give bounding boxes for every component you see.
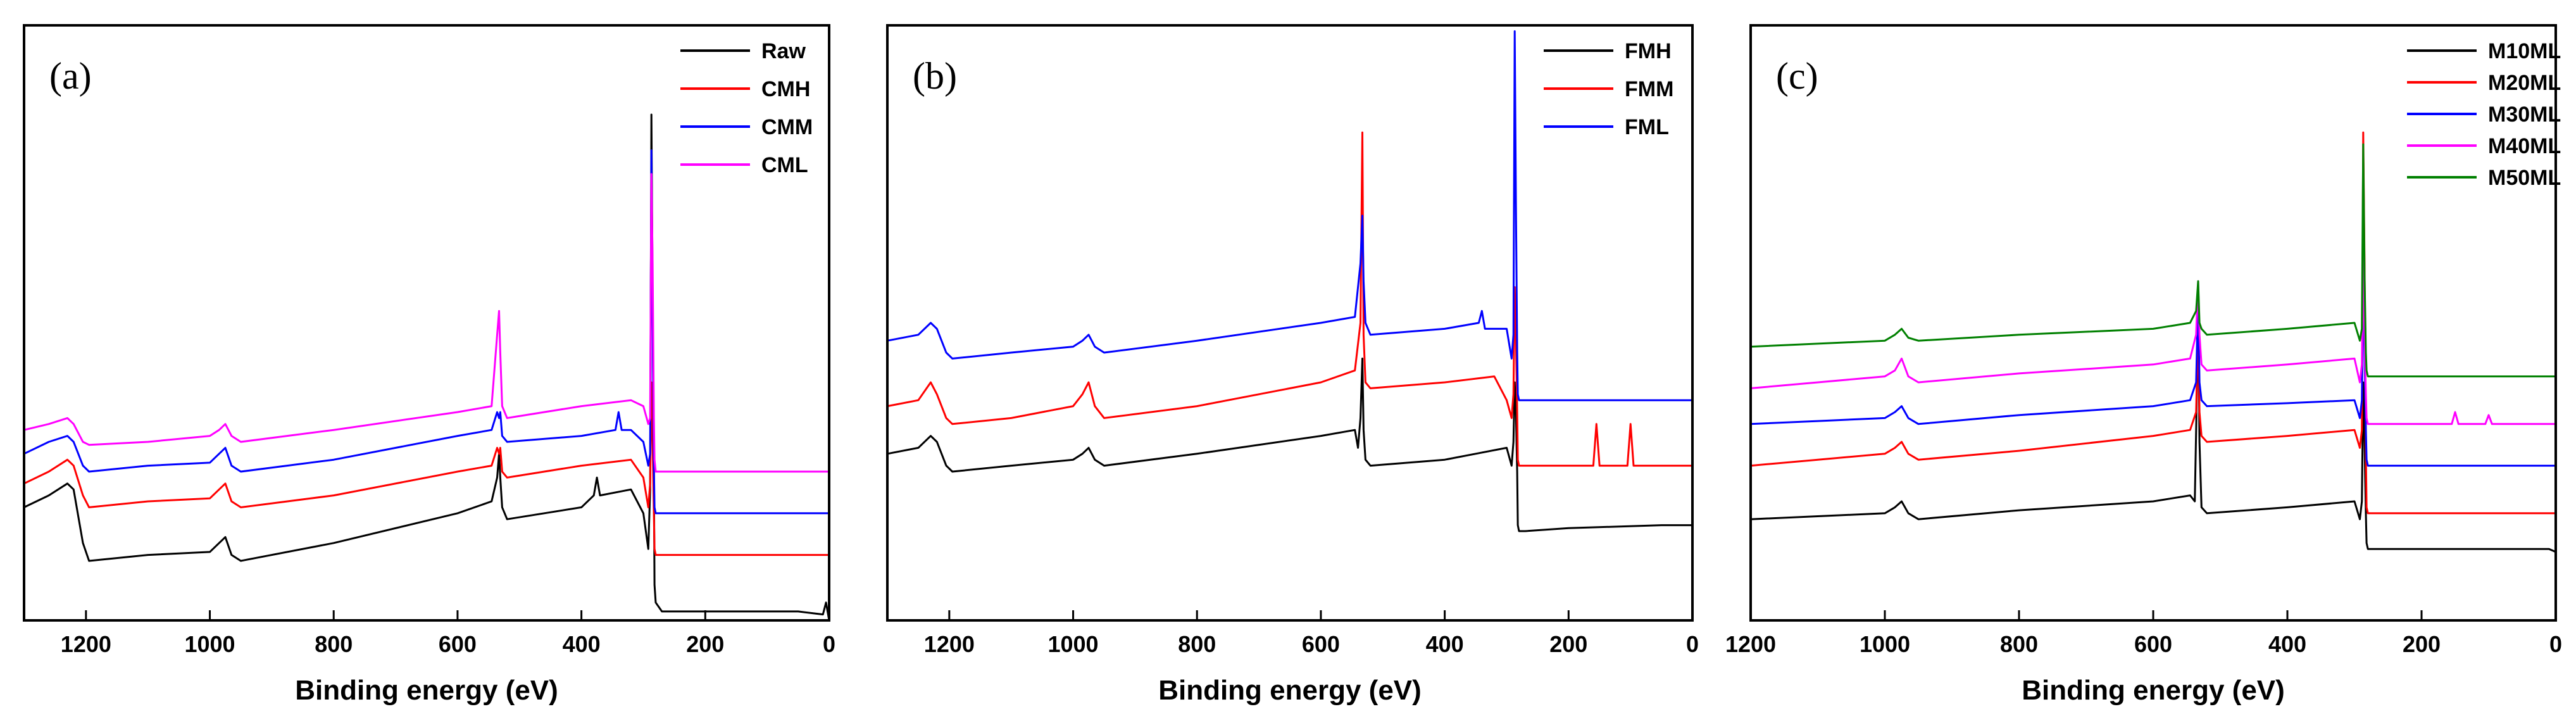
series-line-raw: [23, 113, 830, 621]
x-tick-label: 400: [1426, 631, 1464, 657]
x-axis-label: Binding energy (eV): [1158, 675, 1422, 706]
x-tick-label: 1200: [1725, 631, 1776, 657]
legend-label-fmm: FMM: [1625, 77, 1673, 101]
panel-letter: (a): [49, 55, 92, 97]
x-tick-label: 1200: [924, 631, 975, 657]
legend-label-m40ml: M40ML: [2488, 134, 2561, 158]
x-tick-label: 200: [2403, 631, 2441, 657]
x-axis-label: Binding energy (eV): [295, 675, 558, 706]
legend-label-fml: FML: [1625, 115, 1669, 139]
plot-frame: [23, 24, 830, 622]
x-tick-label: 1000: [1047, 631, 1098, 657]
chart-panel-3: 1200 1000 800 600 400 200 0 Binding energy (eV)…: [1725, 24, 2562, 706]
series-line-m30ml: [1750, 274, 2556, 467]
legend-label-m30ml: M30ML: [2488, 103, 2561, 127]
legend-label-cml: CML: [761, 153, 808, 177]
x-tick-label: 1200: [61, 631, 111, 657]
x-tick-label: 800: [1178, 631, 1216, 657]
x-tick-label: 600: [2134, 631, 2172, 657]
series-group: [23, 113, 830, 621]
series-line-m40ml: [1750, 250, 2556, 425]
panel-letter: (b): [913, 55, 957, 97]
legend: Raw CMH CMM CML: [680, 39, 813, 177]
x-tick-label: 800: [2000, 631, 2038, 657]
series-line-cmm: [23, 149, 829, 515]
x-tick-label: 0: [823, 631, 835, 657]
chart-panel-1: 1200 1000 800 600 400 200 0 Binding energy (eV)…: [23, 24, 835, 706]
chart-panel-2: 1200 1000 800 600 400 200 0 Binding energy (eV)…: [886, 24, 1699, 706]
legend-label-raw: Raw: [761, 39, 806, 63]
x-tick-label: 200: [686, 631, 724, 657]
x-tick-label: 200: [1549, 631, 1587, 657]
x-tick-label: 600: [1302, 631, 1340, 657]
legend-label-m10ml: M10ML: [2488, 39, 2561, 63]
series-line-cmh: [23, 381, 829, 556]
series-line-m50ml: [1750, 143, 2556, 378]
legend-label-cmm: CMM: [761, 115, 813, 139]
panel-letter: (c): [1776, 55, 1818, 97]
legend-label-m50ml: M50ML: [2488, 166, 2561, 190]
legend-label-m20ml: M20ML: [2488, 71, 2561, 95]
plot-frame: [886, 24, 1694, 622]
legend-label-fmh: FMH: [1625, 39, 1672, 63]
series-line-fml: [887, 30, 1692, 401]
x-tick-label: 1000: [1860, 631, 1910, 657]
legend-label-cmh: CMH: [761, 77, 810, 101]
series-line-cml: [23, 173, 829, 473]
series-line-fmh: [887, 357, 1692, 532]
x-tick-label: 400: [563, 631, 601, 657]
series-line-fmm: [887, 131, 1692, 467]
legend: FMH FMM FML: [1544, 39, 1673, 139]
legend: M10ML M20ML M30ML M40ML M50ML: [2407, 39, 2561, 190]
series-group: [887, 30, 1692, 532]
x-axis-label: Binding energy (eV): [2022, 675, 2285, 706]
x-tick-label: 600: [439, 631, 477, 657]
x-tick-label: 0: [1686, 631, 1699, 657]
series-line-m20ml: [1750, 131, 2556, 515]
x-tick-label: 1000: [184, 631, 235, 657]
x-tick-label: 800: [315, 631, 353, 657]
x-tick-label: 400: [2268, 631, 2306, 657]
series-group: [1750, 131, 2556, 553]
series-line-m10ml: [1750, 298, 2556, 553]
x-tick-label: 0: [2549, 631, 2562, 657]
